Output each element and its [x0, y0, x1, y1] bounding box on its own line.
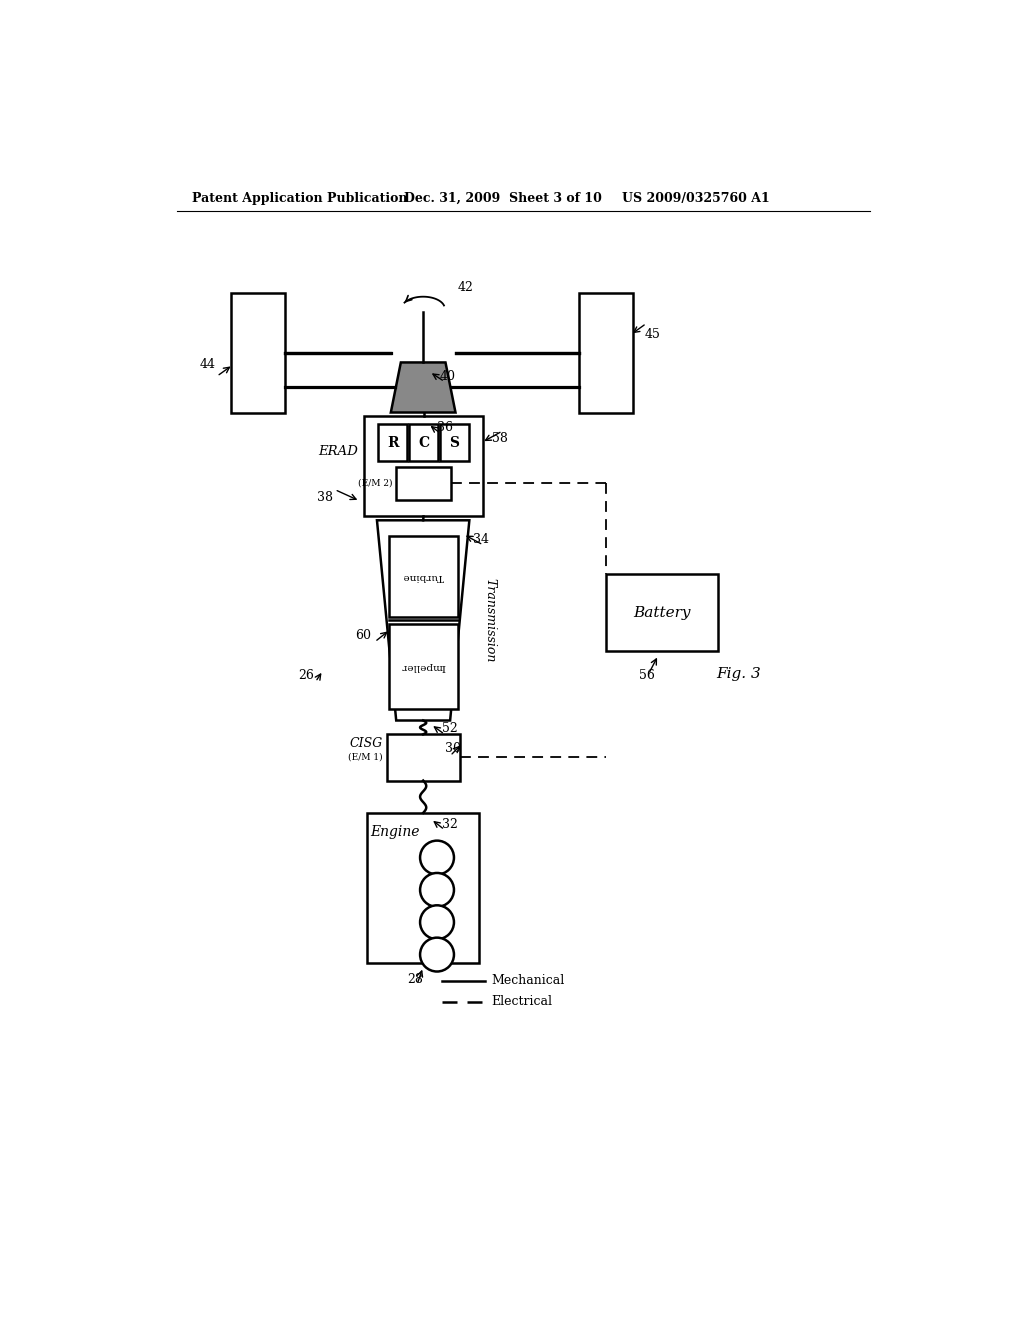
Text: 26: 26: [298, 669, 313, 682]
Bar: [579, 293, 633, 412]
Text: Battery: Battery: [634, 606, 691, 619]
Text: Impeller: Impeller: [400, 663, 445, 671]
Bar: [368, 813, 479, 964]
Text: 58: 58: [493, 432, 508, 445]
Circle shape: [420, 873, 454, 907]
Text: 36: 36: [437, 421, 454, 434]
Text: 40: 40: [440, 370, 456, 383]
Polygon shape: [377, 520, 469, 721]
Bar: [230, 293, 285, 412]
Bar: [364, 416, 483, 516]
Text: Turbine: Turbine: [402, 572, 444, 581]
Bar: [378, 424, 408, 461]
Text: 60: 60: [355, 630, 372, 643]
Text: Transmission: Transmission: [483, 578, 497, 663]
Text: ERAD: ERAD: [317, 445, 357, 458]
Text: CISG: CISG: [349, 737, 383, 750]
Text: 38: 38: [317, 491, 334, 504]
Text: Engine: Engine: [371, 825, 420, 840]
Text: 52: 52: [442, 722, 458, 735]
Text: (E/M 2): (E/M 2): [358, 479, 393, 488]
Text: 56: 56: [639, 669, 654, 682]
Text: C: C: [418, 436, 429, 450]
Text: US 2009/0325760 A1: US 2009/0325760 A1: [622, 191, 770, 205]
Text: S: S: [450, 436, 460, 450]
Bar: [409, 424, 438, 461]
Bar: [439, 424, 469, 461]
Text: 45: 45: [644, 329, 660, 342]
Bar: [388, 624, 458, 709]
Bar: [388, 536, 458, 616]
Text: Fig. 3: Fig. 3: [717, 668, 761, 681]
Text: (E/M 1): (E/M 1): [348, 752, 383, 762]
Text: 32: 32: [442, 818, 459, 832]
Text: R: R: [387, 436, 398, 450]
Text: 34: 34: [473, 533, 489, 546]
Circle shape: [420, 937, 454, 972]
Bar: [396, 467, 452, 499]
Text: Mechanical: Mechanical: [490, 974, 564, 987]
Text: Patent Application Publication: Patent Application Publication: [193, 191, 408, 205]
Text: Electrical: Electrical: [490, 995, 552, 1008]
Text: 44: 44: [200, 358, 215, 371]
Text: Dec. 31, 2009  Sheet 3 of 10: Dec. 31, 2009 Sheet 3 of 10: [403, 191, 602, 205]
Bar: [606, 574, 718, 651]
Text: 30: 30: [444, 742, 461, 755]
Text: 42: 42: [458, 281, 474, 294]
Polygon shape: [391, 363, 456, 412]
Text: 28: 28: [408, 973, 423, 986]
Circle shape: [420, 841, 454, 875]
Circle shape: [420, 906, 454, 940]
Bar: [387, 734, 460, 780]
